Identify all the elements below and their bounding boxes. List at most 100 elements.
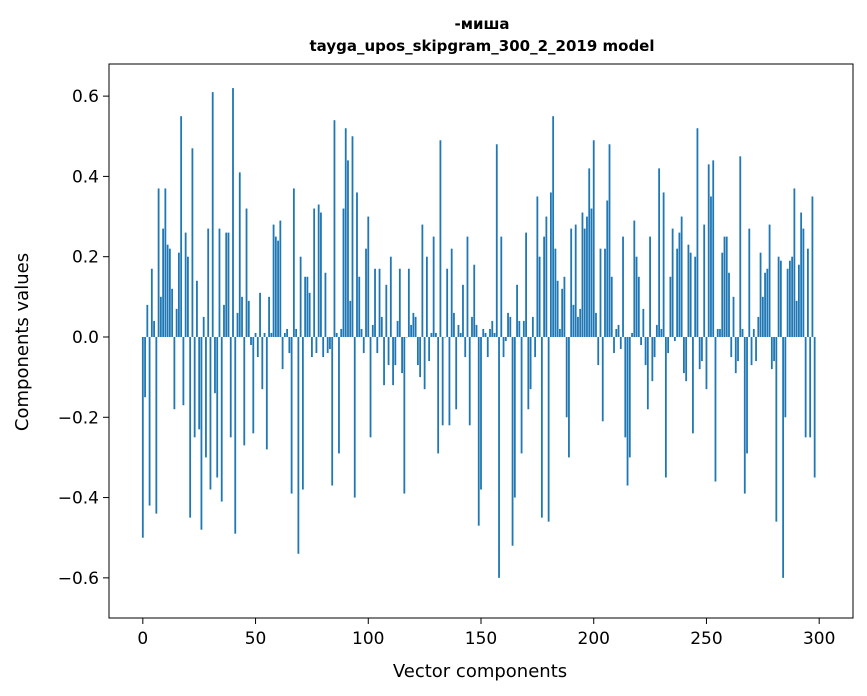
bar [741, 328, 744, 337]
y-axis: −0.6 −0.4 −0.2 0.0 0.2 0.4 0.6 [58, 87, 109, 589]
bar [804, 336, 807, 438]
bar [380, 316, 383, 337]
bar [556, 280, 559, 337]
bar [403, 336, 406, 494]
x-tick-label: 0 [137, 629, 148, 649]
bar [707, 164, 710, 337]
bar [274, 236, 277, 337]
bar [610, 276, 613, 337]
bar [581, 212, 584, 337]
bars-group [141, 88, 816, 578]
bar [466, 236, 469, 337]
bar [189, 336, 192, 518]
bar [500, 236, 503, 337]
bar [635, 256, 638, 337]
bar [491, 320, 494, 337]
bar [162, 228, 165, 337]
bar [304, 276, 307, 337]
bar [423, 336, 426, 390]
bar [331, 336, 334, 486]
bar [651, 336, 654, 382]
bar [308, 292, 311, 337]
bar [141, 336, 144, 538]
bar [299, 256, 302, 337]
bar [608, 144, 611, 337]
bar [563, 276, 566, 337]
bar [482, 328, 485, 337]
bar [595, 312, 597, 337]
bar [455, 336, 458, 410]
bar [710, 196, 712, 337]
bar [218, 228, 221, 337]
bar [599, 248, 602, 337]
bar [450, 248, 453, 337]
bar [378, 268, 381, 337]
bar [462, 284, 464, 337]
bar [750, 336, 753, 366]
bar [761, 296, 764, 337]
bar [752, 328, 755, 337]
bar [412, 312, 415, 337]
bar [624, 336, 627, 438]
bar [480, 336, 482, 490]
bar [475, 324, 478, 337]
bar [207, 228, 210, 337]
x-tick-label: 250 [690, 629, 722, 649]
bar [329, 336, 331, 350]
bar [277, 240, 279, 337]
bar [353, 336, 356, 498]
bar [604, 248, 606, 337]
bar [507, 312, 509, 337]
bar [252, 336, 255, 434]
bar [554, 248, 557, 337]
bar [241, 296, 243, 337]
bar [153, 320, 155, 337]
bar [324, 272, 327, 337]
bar [430, 332, 433, 337]
bar [583, 228, 586, 337]
bar [245, 208, 248, 337]
bar [793, 188, 796, 337]
bar [543, 236, 546, 337]
bar [640, 336, 642, 346]
bar [619, 336, 622, 350]
x-tick-label: 150 [465, 629, 497, 649]
bar [254, 332, 257, 337]
bar [626, 336, 629, 486]
bar [527, 336, 530, 410]
bar [191, 148, 194, 337]
bar [642, 308, 645, 337]
bar [416, 336, 419, 366]
bar [439, 140, 442, 337]
bar [286, 328, 289, 337]
bar [577, 316, 579, 337]
bar [385, 284, 388, 337]
bar [401, 336, 403, 374]
bar [166, 244, 169, 337]
bar [644, 336, 647, 366]
bar [613, 336, 615, 354]
bar [419, 336, 422, 378]
bar [164, 188, 167, 337]
bar [150, 268, 153, 337]
bar [574, 224, 577, 337]
bar [335, 332, 338, 337]
bar [678, 232, 681, 337]
bar [173, 336, 176, 410]
bar [664, 336, 667, 478]
bar [376, 336, 379, 354]
bar [468, 336, 471, 426]
bar [396, 320, 399, 337]
bar [705, 336, 708, 390]
bar [673, 336, 676, 341]
bar [757, 316, 760, 337]
bar [559, 328, 561, 337]
bar [712, 160, 715, 337]
bar [441, 336, 444, 426]
bar [565, 336, 568, 418]
bar [739, 156, 742, 337]
bar [568, 336, 570, 458]
bar [301, 336, 304, 490]
bar [371, 324, 374, 337]
bar [719, 328, 721, 337]
